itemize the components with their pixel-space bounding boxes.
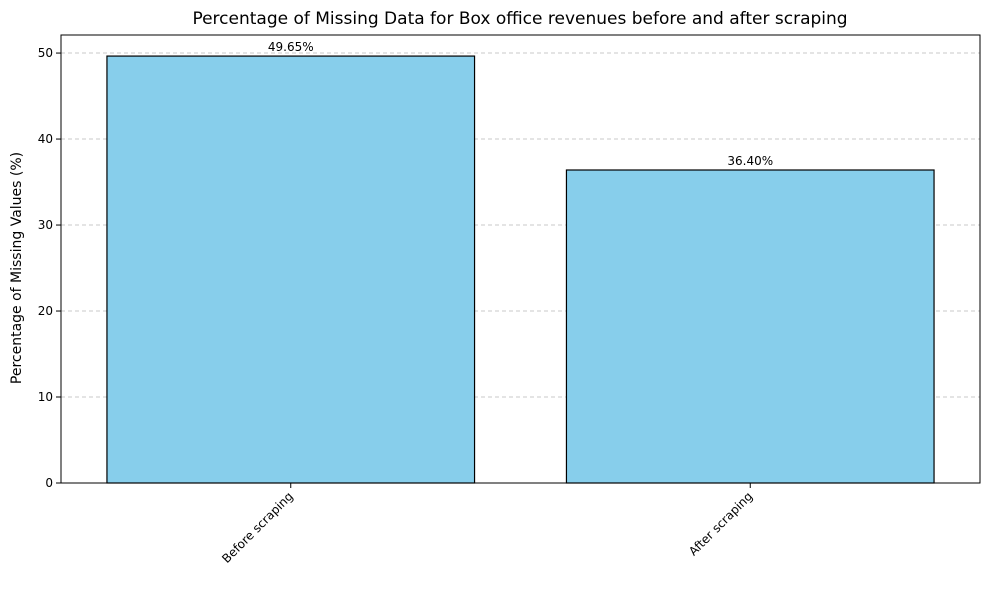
data-label: 36.40%	[727, 154, 773, 168]
bars	[106, 55, 935, 484]
x-tick-label: After scraping	[686, 489, 755, 558]
axes	[60, 34, 981, 484]
y-tick-label: 0	[45, 476, 53, 490]
x-ticks: Before scraping After scraping	[219, 483, 755, 566]
y-tick-label: 10	[38, 390, 53, 404]
y-tick-label: 20	[38, 304, 53, 318]
y-ticks: 0 10 20 30 40 50	[38, 46, 61, 490]
bar-0	[106, 55, 476, 484]
y-tick-label: 30	[38, 218, 53, 232]
data-labels: 49.65% 36.40%	[268, 40, 773, 168]
y-tick-label: 40	[38, 132, 53, 146]
x-tick-label: Before scraping	[219, 489, 296, 566]
bar-1	[565, 169, 935, 484]
y-tick-label: 50	[38, 46, 53, 60]
data-label: 49.65%	[268, 40, 314, 54]
y-axis-label: Percentage of Missing Values (%)	[9, 152, 25, 384]
plot-frame	[60, 34, 981, 484]
chart-title: Percentage of Missing Data for Box offic…	[192, 9, 847, 29]
